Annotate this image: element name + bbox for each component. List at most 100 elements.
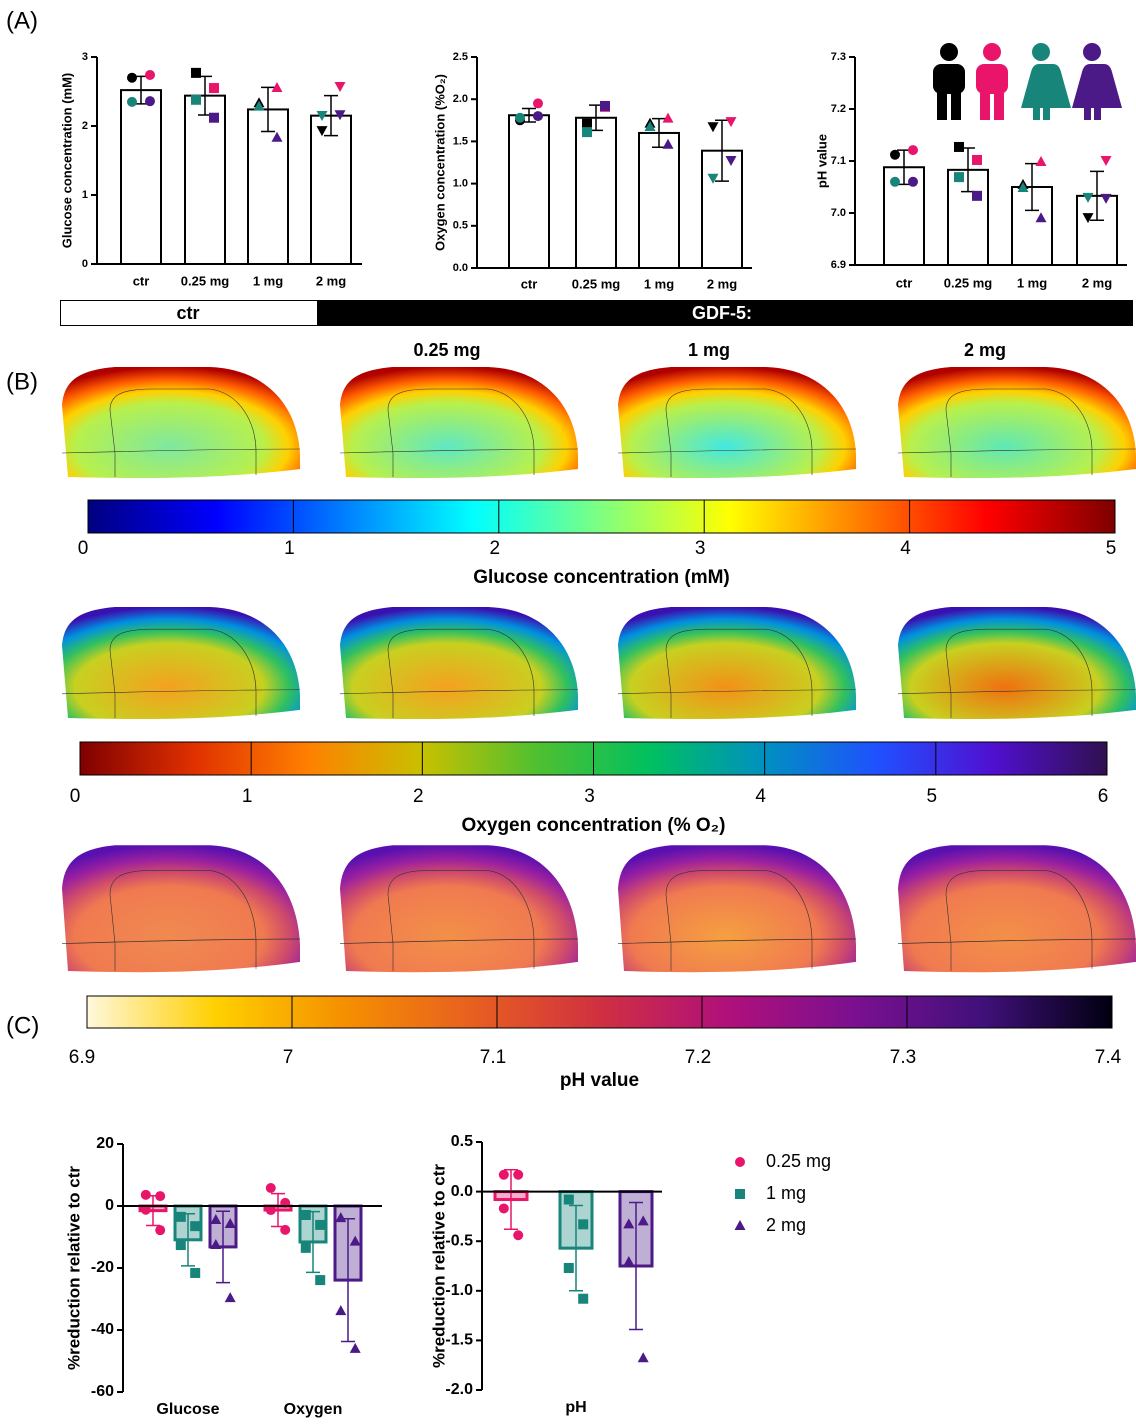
data-point — [972, 154, 982, 165]
data-point — [1082, 213, 1094, 224]
error-bar — [715, 119, 729, 182]
model-edge — [897, 870, 1136, 972]
y-tick-label: 20 — [96, 1135, 114, 1152]
data-point — [1100, 193, 1112, 204]
colorbar-tick-label: 4 — [755, 786, 766, 807]
y-tick-label: 1.5 — [453, 135, 468, 147]
y-axis-label: pH value — [814, 134, 829, 188]
data-point — [155, 1191, 166, 1202]
data-point — [662, 138, 674, 149]
data-point — [127, 72, 137, 83]
legend-label: 2 mg — [766, 1215, 806, 1235]
y-tick-label: 0 — [82, 258, 88, 270]
colorbar-tick-label: 2 — [413, 786, 424, 807]
error-bar — [629, 1201, 643, 1331]
data-point — [662, 112, 674, 123]
y-tick-label: 1 — [82, 189, 88, 201]
y-tick-label: 7.2 — [831, 103, 846, 115]
model-edge — [339, 628, 579, 718]
data-point — [707, 173, 719, 184]
x-tick-label: Oxygen — [284, 1401, 343, 1418]
model-surface — [618, 367, 856, 479]
model-render — [61, 367, 301, 479]
data-point — [210, 1239, 222, 1250]
model-render — [617, 607, 857, 720]
y-tick-label: 0.5 — [451, 1133, 473, 1150]
x-tick-label: 2 mg — [707, 276, 737, 291]
model-render — [617, 845, 857, 973]
data-point — [271, 131, 283, 142]
column-label: 1 mg — [688, 340, 730, 360]
y-axis-label: Glucose concentration (mM) — [59, 73, 74, 249]
error-bar — [569, 1204, 583, 1292]
data-point — [190, 1221, 201, 1232]
y-tick-label: 7.3 — [831, 51, 846, 63]
model-edge — [897, 388, 1136, 477]
model-render — [61, 607, 301, 720]
data-point — [725, 155, 737, 166]
y-tick-label: 6.9 — [831, 259, 846, 271]
y-tick-label: 3 — [82, 51, 88, 63]
column-label: 2 mg — [964, 340, 1006, 360]
legend-marker — [734, 1220, 746, 1230]
model-edge — [617, 870, 857, 972]
colorbar-tick-label: 7.3 — [890, 1047, 916, 1068]
data-point — [265, 1205, 276, 1216]
y-tick-label: -20 — [91, 1259, 114, 1276]
data-point — [954, 141, 964, 152]
data-point — [265, 1183, 276, 1194]
y-tick-label: -60 — [91, 1383, 114, 1400]
model-surface — [898, 845, 1136, 973]
column-label: 0.25 mg — [413, 340, 480, 360]
data-point — [315, 1219, 326, 1230]
x-tick-label: 2 mg — [316, 273, 346, 288]
donor-icons — [933, 43, 1122, 120]
colorbar-title: Glucose concentration (mM) — [473, 567, 730, 588]
model-surface — [62, 845, 300, 973]
y-tick-label: 0.0 — [451, 1183, 473, 1200]
data-point — [140, 1189, 151, 1200]
error-bar — [1090, 170, 1104, 222]
y-tick-label: 0.5 — [453, 220, 468, 232]
bar — [508, 114, 550, 269]
colorbar-tick-label: 2 — [490, 538, 501, 559]
x-tick-label: 0.25 mg — [572, 276, 620, 291]
data-point — [190, 1267, 201, 1278]
x-tick-label: 2 mg — [1082, 275, 1112, 290]
data-point — [300, 1209, 311, 1220]
data-point — [513, 1230, 524, 1241]
y-tick-label: 2.5 — [453, 51, 468, 63]
data-point — [623, 1256, 635, 1267]
model-edge — [339, 870, 579, 972]
data-point — [335, 1305, 347, 1316]
colorbar-tick-label: 7.2 — [685, 1047, 711, 1068]
data-point — [623, 1218, 635, 1229]
colorbar-title: Oxygen concentration (% O₂) — [462, 815, 726, 836]
y-tick-label: -1.5 — [445, 1332, 473, 1349]
model-surface — [340, 845, 578, 973]
data-point — [637, 1215, 649, 1226]
model-edge — [61, 388, 301, 477]
data-point — [253, 100, 265, 111]
legend-marker — [735, 1189, 745, 1199]
x-tick-label: Glucose — [156, 1401, 219, 1418]
colorbar-tick-label: 4 — [900, 538, 911, 559]
data-point — [209, 83, 219, 94]
data-point — [533, 111, 543, 122]
bar — [247, 108, 289, 265]
model-surface — [340, 607, 578, 720]
data-point — [1035, 212, 1047, 223]
data-point — [890, 176, 900, 187]
y-tick-label: 7.1 — [831, 155, 846, 167]
y-tick-label: 0.0 — [453, 262, 468, 274]
data-point — [563, 1194, 574, 1205]
data-point — [515, 112, 525, 123]
data-point — [563, 1262, 574, 1273]
y-tick-label: -1.0 — [445, 1282, 473, 1299]
data-point — [316, 126, 328, 137]
model-render — [897, 367, 1136, 479]
model-surface — [340, 367, 578, 479]
data-point — [954, 172, 964, 183]
data-point — [175, 1211, 186, 1222]
